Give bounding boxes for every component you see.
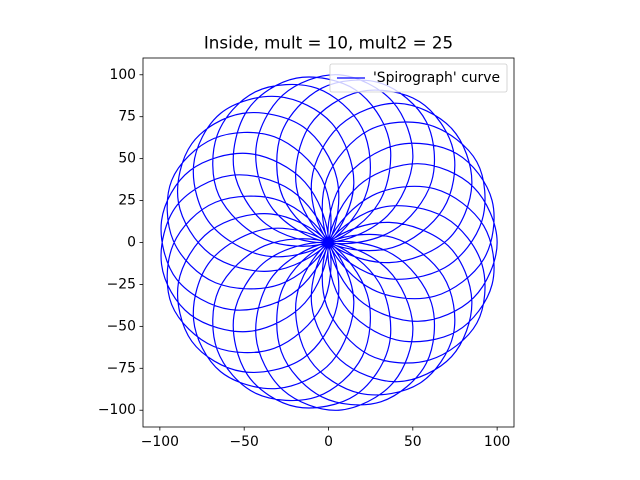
y-tick-label: 25 — [118, 193, 136, 209]
y-tick-label: −75 — [107, 360, 136, 376]
x-tick-label: 100 — [484, 434, 511, 450]
y-tick-label: −50 — [107, 318, 136, 334]
legend-label: 'Spirograph' curve — [373, 70, 500, 86]
axes-frame — [142, 57, 515, 428]
x-tick-label: −50 — [230, 434, 259, 450]
curve — [160, 74, 498, 411]
y-tick-label: 100 — [109, 67, 136, 83]
y-tick-label: 0 — [127, 235, 136, 251]
x-tick-label: 0 — [324, 434, 333, 450]
x-tick-label: 50 — [404, 434, 422, 450]
y-tick-label: 50 — [118, 151, 136, 167]
chart-title: Inside, mult = 10, mult2 = 25 — [204, 33, 453, 53]
x-tick-label: −100 — [141, 434, 179, 450]
legend-box — [329, 63, 508, 93]
y-tick-label: 75 — [118, 109, 136, 125]
y-tick-label: −25 — [107, 276, 136, 292]
y-tick-label: −100 — [98, 402, 136, 418]
legend: 'Spirograph' curve — [329, 63, 508, 93]
